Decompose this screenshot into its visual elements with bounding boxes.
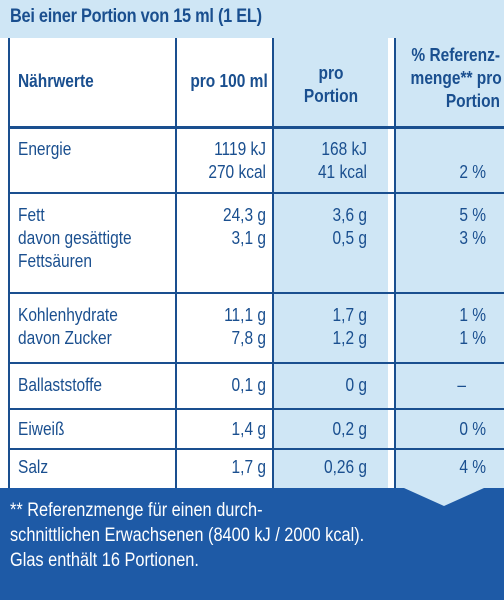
table-border-left — [8, 38, 10, 488]
row-ballaststoffe-per100: 0,1 g — [231, 375, 266, 395]
row-salz-label: Salz — [18, 457, 49, 477]
row-salz-per100: 1,7 g — [231, 457, 266, 477]
header-referenzmenge: % Referenz- menge** pro Portion — [410, 45, 502, 111]
row-ballaststoffe-ri: – — [457, 375, 466, 395]
row-divider — [8, 292, 504, 294]
footnote-box: ** Referenzmenge für einen durch- schnit… — [0, 488, 504, 600]
row-fett-label: Fett davon gesättigte Fettsäuren — [18, 205, 132, 271]
footer-notch — [404, 488, 484, 506]
row-kohlenhydrate-ri: 1 % 1 % — [459, 305, 486, 348]
row-fett-ri: 5 % 3 % — [459, 205, 486, 248]
header-pro-portion: pro Portion — [303, 63, 359, 106]
row-fett-portion: 3,6 g 0,5 g — [332, 205, 367, 248]
row-divider — [8, 448, 504, 450]
column-divider-2 — [272, 38, 274, 488]
row-kohlenhydrate-portion: 1,7 g 1,2 g — [332, 305, 367, 348]
reference-column-background — [394, 38, 504, 488]
column-divider-1 — [175, 38, 177, 488]
header-pro-100ml: pro 100 ml — [190, 71, 268, 91]
row-eiweiss-label: Eiweiß — [18, 419, 65, 439]
row-eiweiss-ri: 0 % — [459, 419, 486, 439]
footnote-text: ** Referenzmenge für einen durch- schnit… — [10, 500, 365, 571]
row-kohlenhydrate-label: Kohlenhydrate davon Zucker — [18, 305, 118, 348]
row-energie-ri: 2 % — [459, 162, 486, 182]
row-energie-portion: 168 kJ 41 kcal — [317, 139, 367, 182]
row-divider — [8, 362, 504, 364]
portion-column-background — [272, 38, 388, 488]
row-eiweiss-portion: 0,2 g — [332, 419, 367, 439]
nutrition-table: Nährwerte pro 100 ml pro Portion % Refer… — [8, 38, 504, 488]
row-divider — [8, 192, 504, 194]
header-naehrwerte: Nährwerte — [18, 71, 94, 91]
row-energie-label: Energie — [18, 139, 72, 159]
row-divider — [8, 408, 504, 410]
row-salz-ri: 4 % — [459, 457, 486, 477]
row-salz-portion: 0,26 g — [323, 457, 367, 477]
header-divider — [8, 126, 504, 129]
column-divider-3 — [394, 38, 396, 488]
row-ballaststoffe-label: Ballaststoffe — [18, 375, 103, 395]
serving-size-header: Bei einer Portion von 15 ml (1 EL) — [0, 0, 504, 38]
row-energie-per100: 1119 kJ 270 kcal — [208, 139, 266, 182]
row-eiweiss-per100: 1,4 g — [231, 419, 266, 439]
row-ballaststoffe-portion: 0 g — [345, 375, 367, 395]
row-kohlenhydrate-per100: 11,1 g 7,8 g — [224, 305, 266, 348]
row-fett-per100: 24,3 g 3,1 g — [222, 205, 266, 248]
serving-size-title: Bei einer Portion von 15 ml (1 EL) — [10, 6, 262, 27]
